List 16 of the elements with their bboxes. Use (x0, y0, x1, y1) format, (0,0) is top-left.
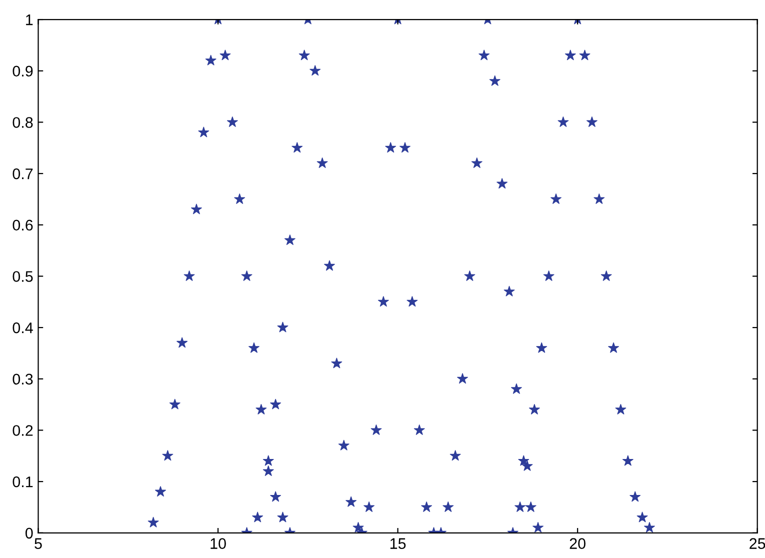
y-tick-label: 0.5 (12, 271, 33, 282)
y-tick-label: 0.9 (12, 66, 33, 77)
x-tick-label: 10 (210, 538, 226, 549)
y-tick-label: 0 (25, 528, 33, 539)
y-tick-label: 0.3 (12, 374, 33, 385)
x-tick-label: 15 (390, 538, 406, 549)
y-tick-label: 0.6 (12, 220, 33, 231)
y-tick-label: 0.8 (12, 117, 33, 128)
x-tick-label: 20 (570, 538, 586, 549)
y-tick-label: 0.2 (12, 425, 33, 436)
x-tick-label: 25 (750, 538, 765, 549)
x-tick-label: 5 (34, 538, 42, 549)
y-tick-label: 0.7 (12, 168, 33, 180)
y-tick-label: 1 (26, 14, 33, 26)
y-tick-label: 0.4 (12, 322, 33, 334)
y-tick-label: 0.1 (12, 476, 33, 488)
